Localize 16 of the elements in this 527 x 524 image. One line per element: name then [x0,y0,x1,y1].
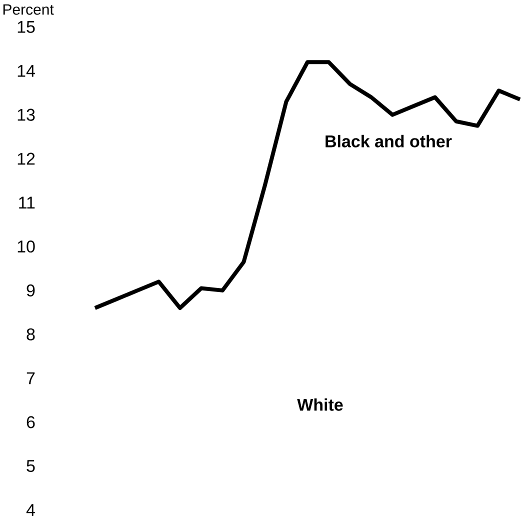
y-tick-label: 13 [18,108,35,121]
annotation: Black and other [326,134,452,148]
annotation: White [297,398,343,411]
y-tick-label: 5 [26,460,35,472]
line-series [93,60,522,310]
y-tick-label: 4 [26,504,35,516]
y-tick-label: 12 [18,152,35,165]
y-tick-label: 6 [26,416,35,428]
y-tick-label: 11 [19,196,35,208]
y-tick-label: 15 [18,21,35,33]
y-tick-label: 14 [18,65,35,77]
y-axis-title: Percent [3,4,54,15]
y-tick-label: 10 [18,240,35,253]
y-tick-label: 8 [26,328,35,340]
y-tick-label: 7 [26,372,35,384]
y-tick-label: 9 [26,284,35,296]
